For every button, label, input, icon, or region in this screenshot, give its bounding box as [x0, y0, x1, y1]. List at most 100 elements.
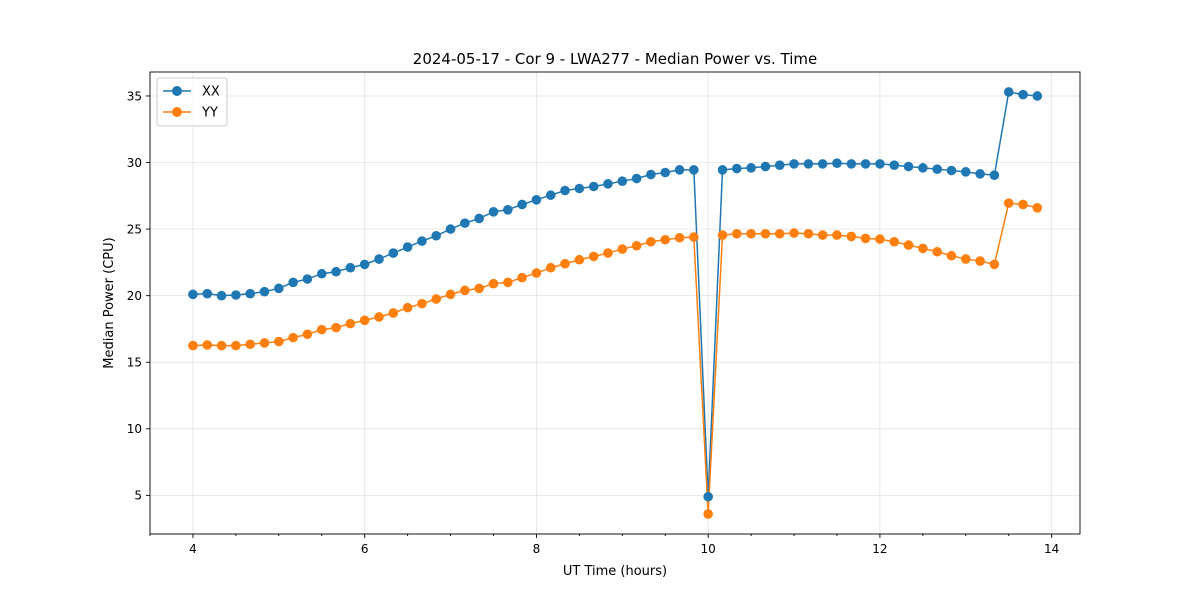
data-point-yy [803, 228, 814, 239]
data-point-xx [832, 158, 842, 169]
data-point-xx [574, 183, 585, 194]
data-point-yy [488, 278, 499, 289]
data-point-yy [603, 248, 613, 258]
data-point-yy [345, 318, 356, 329]
data-point-yy [774, 228, 785, 239]
plot-frame [149, 71, 1081, 535]
data-point-xx [731, 163, 742, 174]
data-point-xx [932, 164, 942, 174]
data-point-yy [731, 228, 742, 239]
data-point-xx [259, 286, 270, 297]
data-point-xx [746, 163, 756, 173]
data-point-yy [932, 246, 942, 257]
data-point-yy [989, 259, 1000, 270]
data-point-yy [331, 322, 341, 333]
x-tick-label: 12 [872, 542, 887, 556]
data-point-yy [231, 340, 241, 351]
data-point-xx [488, 206, 499, 217]
data-point-yy [903, 240, 914, 250]
data-point-xx [846, 159, 857, 169]
data-point-yy [660, 234, 671, 245]
data-point-xx [402, 242, 413, 252]
data-point-xx [631, 173, 642, 184]
data-point-yy [417, 298, 427, 309]
y-tick-label: 10 [127, 422, 142, 436]
data-point-xx [202, 288, 213, 299]
data-point-yy [817, 230, 828, 240]
data-point-yy [789, 228, 799, 238]
data-point-yy [245, 339, 256, 350]
data-point-yy [188, 340, 198, 351]
data-point-yy [846, 231, 857, 242]
y-axis-label: Median Power (CPU) [102, 237, 117, 368]
series-points [188, 87, 1043, 519]
grid [150, 72, 1080, 534]
data-point-yy [960, 254, 971, 264]
data-point-yy [288, 332, 298, 343]
data-point-xx [1018, 89, 1028, 100]
data-point-xx [617, 176, 628, 186]
y-tick-label: 35 [127, 89, 142, 103]
data-point-xx [188, 289, 198, 300]
data-point-xx [646, 169, 656, 180]
data-point-yy [617, 244, 628, 254]
data-point-yy [1032, 203, 1043, 213]
data-point-xx [503, 205, 513, 215]
data-point-xx [374, 254, 384, 264]
data-point-xx [517, 199, 527, 210]
chart-title: 2024-05-17 - Cor 9 - LWA277 - Median Pow… [413, 50, 817, 68]
data-point-yy [202, 340, 213, 350]
data-point-yy [860, 233, 871, 244]
x-tick-label: 4 [189, 542, 197, 556]
data-point-yy [746, 228, 756, 239]
y-tick-label: 5 [134, 489, 142, 503]
data-point-yy [631, 240, 642, 251]
legend-marker-xx [172, 86, 182, 96]
data-point-yy [1018, 199, 1028, 210]
data-point-xx [803, 159, 814, 169]
data-point-xx [274, 283, 284, 294]
data-point-yy [302, 329, 313, 340]
y-tick-label: 20 [127, 289, 142, 303]
x-axis-label: UT Time (hours) [563, 564, 667, 579]
y-tick-label: 15 [127, 356, 142, 370]
data-point-yy [889, 236, 900, 247]
legend-marker-yy [172, 107, 182, 117]
data-point-xx [789, 159, 799, 169]
data-point-yy [431, 294, 442, 304]
data-point-xx [774, 160, 785, 170]
data-point-xx [460, 218, 470, 228]
data-point-xx [302, 274, 313, 284]
data-point-yy [560, 258, 570, 269]
data-point-xx [918, 163, 928, 173]
axis-ticks: 4 6 8 10 12 14 5 10 15 20 25 30 35 [127, 89, 1060, 556]
data-point-yy [445, 289, 456, 300]
data-point-yy [918, 243, 928, 254]
data-point-yy [460, 285, 470, 296]
data-point-xx [960, 167, 971, 177]
data-point-xx [875, 159, 885, 169]
data-point-xx [474, 213, 484, 224]
data-point-yy [216, 340, 227, 351]
data-point-xx [1032, 91, 1043, 101]
data-point-xx [388, 248, 399, 258]
data-point-xx [603, 179, 613, 189]
data-point-yy [689, 232, 699, 242]
data-point-xx [989, 170, 1000, 180]
data-point-yy [588, 251, 599, 262]
data-point-yy [374, 312, 384, 322]
data-point-yy [975, 256, 985, 266]
data-point-yy [646, 236, 656, 247]
data-point-yy [574, 254, 585, 265]
data-point-xx [903, 161, 914, 172]
data-point-yy [517, 272, 527, 283]
data-point-xx [417, 236, 427, 246]
data-point-yy [760, 228, 771, 239]
data-point-xx [531, 195, 542, 205]
data-point-yy [359, 315, 370, 326]
data-point-xx [689, 165, 699, 175]
data-point-yy [946, 250, 957, 261]
data-point-xx [1003, 87, 1014, 97]
data-point-xx [288, 277, 298, 288]
legend: XX YY [156, 77, 228, 127]
